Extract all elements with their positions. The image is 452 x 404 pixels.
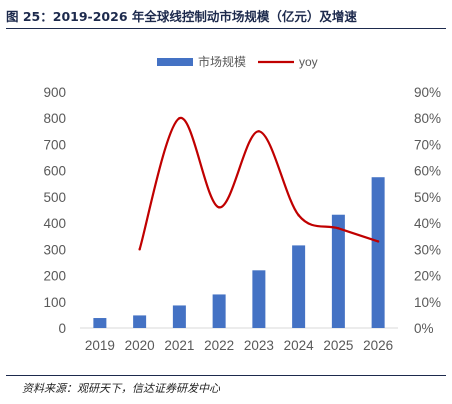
x-tick-label: 2026 (363, 338, 393, 353)
y-right-tick-label: 10% (414, 295, 441, 310)
point-yoy (376, 240, 380, 243)
x-tick-label: 2025 (323, 338, 353, 353)
x-tick-label: 2020 (125, 338, 155, 353)
y-left-tick-label: 500 (43, 190, 66, 205)
y-right-tick-label: 0% (414, 321, 434, 336)
title-rule (6, 28, 446, 29)
source-note: 资料来源：观研天下，信达证券研发中心 (22, 382, 220, 395)
bar-market-size (252, 270, 266, 328)
y-left-tick-label: 0 (58, 321, 66, 336)
x-tick-label: 2023 (244, 338, 274, 353)
legend-label-yoy: yoy (299, 55, 318, 69)
bar-market-size (93, 318, 107, 328)
point-yoy (297, 214, 300, 217)
y-left-tick-label: 100 (43, 295, 66, 310)
plot-area: 0 100 200 300 400 500 600 700 800 900 0% 10% 20% 30% 4… (43, 85, 441, 353)
chart-legend: 市场规模 yoy (157, 54, 318, 69)
point-yoy (337, 227, 340, 230)
legend-swatch-market-size (157, 58, 193, 66)
point-yoy (257, 130, 261, 133)
y-right-tick-label: 50% (414, 190, 441, 205)
y-right-tick-label: 60% (414, 164, 441, 179)
bar-market-size (292, 245, 306, 328)
y-left-tick-label: 300 (43, 242, 66, 257)
y-left-tick-label: 200 (43, 269, 66, 284)
y-right-tick-label: 80% (414, 111, 441, 126)
point-yoy (178, 117, 181, 120)
bar-market-size (212, 294, 226, 328)
x-tick-label: 2022 (204, 338, 234, 353)
figure-title: 图 25：2019-2026 年全球线控制动市场规模（亿元）及增速 (6, 9, 357, 24)
y-left-tick-label: 700 (43, 137, 66, 152)
x-tick-label: 2021 (164, 338, 194, 353)
bar-market-size (331, 214, 345, 328)
point-yoy (138, 248, 141, 251)
y-left-tick-label: 800 (43, 111, 66, 126)
x-tick-label: 2019 (85, 338, 115, 353)
x-tick-label: 2024 (284, 338, 315, 353)
bar-market-size (371, 177, 385, 328)
point-yoy (217, 206, 221, 209)
y-left-tick-label: 600 (43, 164, 66, 179)
y-right-tick-label: 30% (414, 242, 441, 257)
line-yoy (138, 117, 379, 250)
y-right-tick-label: 90% (414, 85, 441, 100)
y-left-tick-label: 400 (43, 216, 66, 231)
y-right-tick-label: 20% (414, 269, 441, 284)
y-right-tick-label: 70% (414, 137, 441, 152)
y-left-tick-label: 900 (43, 85, 66, 100)
bar-market-size (172, 305, 186, 328)
legend-label-market-size: 市场规模 (198, 54, 246, 69)
source-rule (6, 375, 446, 376)
bar-market-size (133, 315, 147, 328)
y-right-tick-label: 40% (414, 216, 441, 231)
